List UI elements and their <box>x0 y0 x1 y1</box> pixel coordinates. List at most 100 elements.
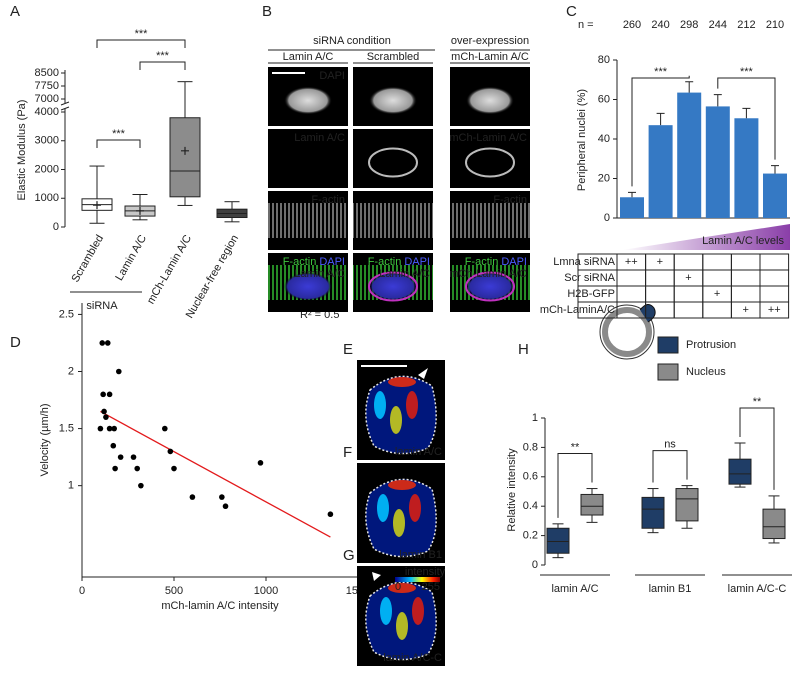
significance-bracket <box>96 139 141 148</box>
significance-label: ** <box>753 396 762 408</box>
point <box>101 408 107 415</box>
micrograph <box>268 129 348 188</box>
actin-fibres <box>353 203 433 238</box>
table-cell <box>673 301 704 319</box>
table-cell <box>616 269 647 287</box>
bar <box>648 125 673 218</box>
column-header: Scrambled <box>367 51 420 63</box>
box <box>675 488 699 522</box>
table-row-label: Scr siRNA <box>564 272 615 284</box>
y-tick-label: 60 <box>598 93 610 105</box>
point <box>219 494 225 500</box>
error-bar <box>685 81 694 93</box>
micrograph-label: lamin B1 <box>399 549 442 561</box>
group-label: siRNA <box>86 300 118 312</box>
intensity-blob <box>393 509 405 537</box>
nucleus <box>369 86 417 115</box>
micrograph-label: mCh-Lamin A/C <box>449 132 527 144</box>
table-cell-text: + <box>742 304 748 316</box>
y-tick-label: 1.5 <box>59 422 74 434</box>
panel-label: H <box>518 341 529 358</box>
merge-channel: DAPI <box>319 256 345 268</box>
mean <box>136 206 144 215</box>
x-tick-label: Lamin A/C <box>113 233 149 283</box>
nucleus <box>465 147 515 178</box>
box <box>580 493 604 516</box>
point <box>162 425 168 432</box>
y-axis-label: Velocity (µm/h) <box>39 404 51 477</box>
box <box>762 508 786 540</box>
y-tick-label: 40 <box>598 133 610 145</box>
level-gradient <box>622 224 790 250</box>
y-tick-label: 0 <box>532 559 538 571</box>
panel-label: E <box>343 341 353 358</box>
y-tick-label: 0 <box>604 212 610 224</box>
point <box>110 442 117 449</box>
y-axis-label: Relative intensity <box>506 448 518 532</box>
column-header: Lamin A/C <box>283 51 334 63</box>
table-cell <box>730 269 761 287</box>
x-tick-label: 1000 <box>254 585 278 597</box>
table-row-label: mCh-LaminA/C <box>540 304 615 316</box>
error-bar <box>771 165 779 174</box>
merge-label: F-actin DAPI <box>368 256 430 268</box>
significance-label: *** <box>156 50 170 62</box>
table-row-label: H2B-GFP <box>567 288 615 300</box>
nucleus <box>368 271 418 302</box>
n-value: 244 <box>709 19 727 31</box>
bar <box>677 92 702 218</box>
y-tick-label: 8500 <box>35 67 59 79</box>
significance-bracket <box>96 39 186 48</box>
y-tick-label: 0.4 <box>523 500 538 512</box>
bar <box>705 106 730 218</box>
bar <box>734 118 759 218</box>
merge-label: F-actin DAPI <box>465 256 527 268</box>
significance-bracket <box>739 407 775 490</box>
box <box>728 458 752 485</box>
point <box>189 494 196 500</box>
significance-label: ns <box>664 439 676 451</box>
n-value: 298 <box>680 19 698 31</box>
panel-label: F <box>343 444 352 461</box>
table-cell-text: ++ <box>625 256 638 268</box>
point <box>257 460 264 466</box>
micrograph-label: lamin A/C-C <box>383 652 442 664</box>
nucleus <box>465 271 515 302</box>
micrograph-label: F-actin <box>493 194 527 206</box>
n-value: 212 <box>737 19 755 31</box>
x-tick-label: 0 <box>79 585 85 597</box>
table-cell <box>759 269 790 287</box>
table-cell <box>730 285 761 303</box>
error-bar <box>742 107 751 119</box>
box <box>546 527 570 554</box>
intensity-blob <box>409 494 421 522</box>
x-tick-label: lamin A/C-C <box>728 583 787 595</box>
y-tick-label: 0.8 <box>523 441 538 453</box>
nucleus <box>466 86 514 115</box>
intensity-blob <box>374 391 386 419</box>
merge-label: F-actin DAPI <box>283 256 345 268</box>
legend-label: Nucleus <box>686 366 726 378</box>
x-axis-label: mCh-lamin A/C intensity <box>161 600 279 612</box>
x-tick-label: Scrambled <box>69 233 106 285</box>
arrowhead <box>372 572 381 581</box>
x-tick-label: Nuclear-free region <box>184 233 241 321</box>
micrograph <box>353 129 433 188</box>
micrograph-label: lamin A/C <box>395 446 442 458</box>
point <box>134 465 140 472</box>
point <box>327 511 334 518</box>
y-tick-label: 2000 <box>35 163 59 175</box>
table-cell <box>645 269 675 287</box>
y-tick-label: 20 <box>598 172 610 184</box>
panel-label: B <box>262 3 272 20</box>
group-header: siRNA condition <box>313 35 391 47</box>
table-cell-text: + <box>714 288 720 300</box>
y-tick-label: 1 <box>532 412 538 424</box>
micrograph-label: Lamin A/C <box>294 132 345 144</box>
y-tick-label: 0 <box>53 221 59 233</box>
merge-label: Lamin A/C <box>379 268 430 280</box>
fit-line <box>100 410 331 538</box>
colorbar <box>395 577 440 582</box>
significance-bracket <box>717 77 776 160</box>
